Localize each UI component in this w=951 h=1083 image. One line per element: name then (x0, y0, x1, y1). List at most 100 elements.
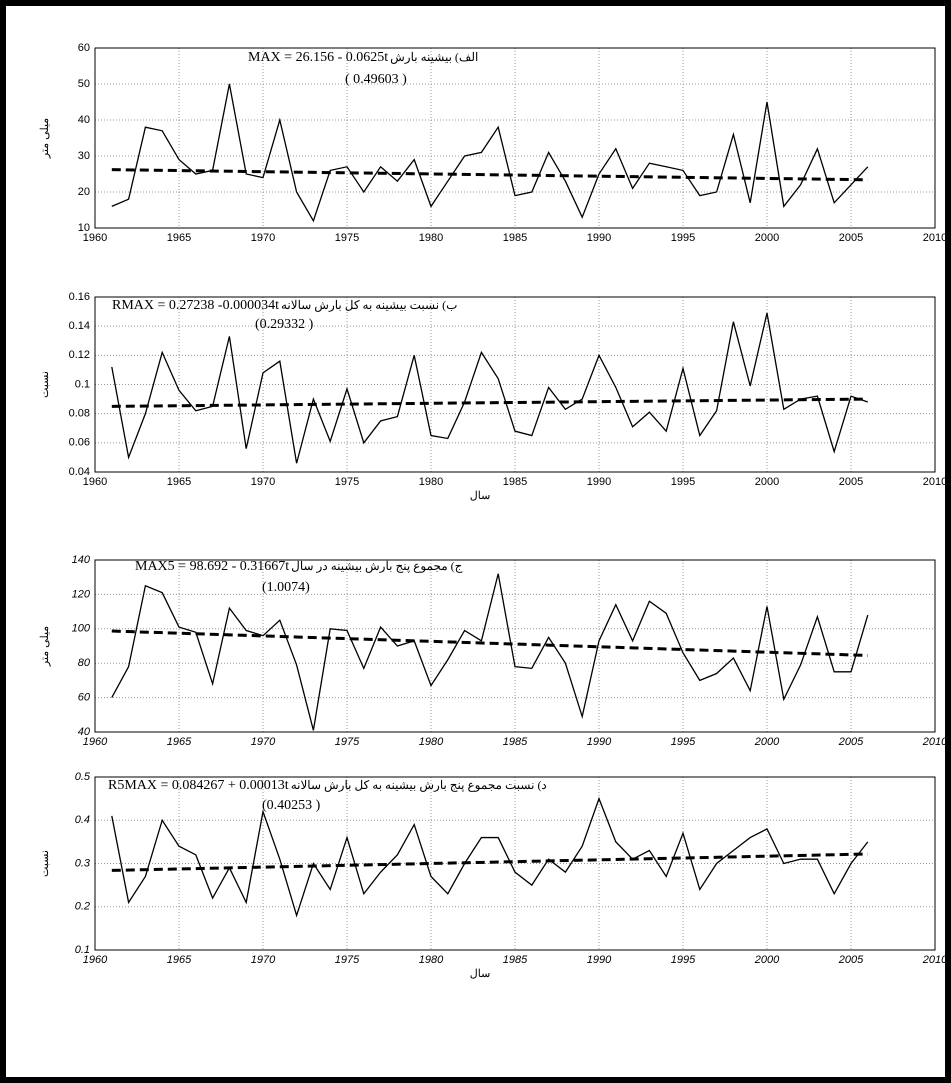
trend-line (111, 852, 868, 872)
y-tick-label: 0.1 (75, 378, 90, 390)
y-tick-label: 0.08 (69, 408, 90, 420)
x-tick-label: 2005 (838, 736, 864, 748)
x-tick-label: 1975 (335, 232, 359, 244)
x-tick-label: 1970 (251, 232, 275, 244)
y-tick-label: 40 (78, 726, 91, 738)
y-tick-label: 0.16 (69, 291, 90, 303)
y-tick-label: 0.14 (69, 320, 90, 332)
panel-caption: ب) نسبت بیشینه به کل بارش سالانه (281, 298, 457, 312)
r-value: (1.0074) (262, 580, 310, 595)
x-tick-label: 1970 (251, 954, 276, 966)
r-value: ( 0.49603 ) (345, 72, 407, 87)
x-tick-label: 1990 (587, 736, 612, 748)
x-tick-label: 1970 (251, 476, 275, 488)
data-line (111, 573, 869, 731)
x-tick-label: 2000 (754, 736, 780, 748)
y-axis-title: میلی متر (39, 626, 51, 667)
x-tick-label: 2005 (839, 476, 863, 488)
x-axis-title: سال (470, 490, 491, 502)
y-tick-label: 0.3 (75, 857, 91, 869)
x-tick-label: 1960 (83, 954, 108, 966)
panel-caption: ج) مجموع پنج بارش بیشینه در سال (291, 559, 463, 573)
y-tick-label: 60 (78, 42, 90, 54)
y-tick-label: 140 (72, 554, 91, 566)
x-tick-label: 1990 (587, 232, 611, 244)
y-tick-label: 40 (78, 114, 90, 126)
y-tick-label: 0.04 (69, 466, 90, 478)
x-tick-label: 1985 (503, 232, 527, 244)
y-tick-label: 120 (72, 588, 91, 600)
y-tick-label: 20 (78, 186, 90, 198)
x-tick-label: 1975 (335, 476, 359, 488)
y-axis-title: نسبت (39, 850, 51, 877)
x-tick-label: 1995 (671, 954, 696, 966)
x-tick-label: 2000 (754, 954, 780, 966)
trend-line (111, 629, 868, 657)
panel-caption: د) نسبت مجموع پنج بارش بیشینه به کل بارش… (291, 778, 547, 792)
data-line (111, 83, 869, 223)
x-tick-label: 1975 (335, 736, 360, 748)
x-axis-title: سال (470, 968, 491, 980)
data-line (111, 312, 869, 464)
y-tick-label: 80 (78, 657, 91, 669)
x-tick-label: 2010 (923, 232, 947, 244)
x-tick-label: 1970 (251, 736, 276, 748)
y-tick-label: 10 (78, 222, 90, 234)
x-tick-label: 1995 (671, 736, 696, 748)
x-tick-label: 1995 (671, 232, 695, 244)
plot-frame (94, 776, 936, 951)
x-tick-label: 1980 (419, 476, 443, 488)
y-tick-label: 50 (78, 78, 90, 90)
trend-line (111, 168, 868, 182)
y-tick-label: 0.2 (75, 901, 90, 913)
x-tick-label: 1985 (503, 476, 527, 488)
plot-frame (94, 559, 936, 733)
y-tick-label: 0.5 (75, 771, 91, 783)
y-axis-title: میلی متر (39, 118, 51, 159)
data-line (111, 796, 869, 918)
y-axis-title: نسبت (39, 371, 51, 398)
x-tick-label: 1980 (419, 736, 444, 748)
y-tick-label: 100 (72, 623, 91, 635)
x-tick-label: 1990 (587, 954, 612, 966)
panel-caption: الف) بیشینه بارش (390, 50, 478, 64)
x-tick-label: 2000 (755, 476, 779, 488)
x-tick-label: 1960 (83, 736, 108, 748)
y-tick-label: 30 (78, 150, 90, 162)
trend-line (111, 397, 868, 408)
r-value: (0.40253 ) (262, 798, 321, 813)
r-value: (0.29332 ) (255, 317, 314, 332)
x-tick-label: 1960 (83, 232, 107, 244)
x-tick-label: 1960 (83, 476, 107, 488)
x-tick-label: 1990 (587, 476, 611, 488)
x-tick-label: 1975 (335, 954, 360, 966)
plot-frame (94, 296, 936, 473)
x-tick-label: 1965 (167, 954, 192, 966)
equation: MAX = 26.156 - 0.0625t (248, 50, 388, 65)
y-tick-label: 0.12 (69, 349, 90, 361)
plot-frame (94, 47, 936, 229)
x-tick-label: 1980 (419, 954, 444, 966)
equation: R5MAX = 0.084267 + 0.00013t (108, 778, 289, 793)
x-tick-label: 1985 (503, 954, 528, 966)
x-tick-label: 2010 (922, 954, 948, 966)
y-tick-label: 60 (78, 692, 91, 704)
x-tick-label: 2005 (838, 954, 864, 966)
x-tick-label: 1965 (167, 476, 191, 488)
x-tick-label: 2010 (922, 736, 948, 748)
equation: RMAX = 0.27238 -0.000034t (112, 298, 279, 313)
x-tick-label: 2000 (755, 232, 779, 244)
x-tick-label: 1965 (167, 232, 191, 244)
x-tick-label: 2005 (839, 232, 863, 244)
x-tick-label: 1980 (419, 232, 443, 244)
y-tick-label: 0.1 (75, 944, 90, 956)
x-tick-label: 1995 (671, 476, 695, 488)
x-tick-label: 1985 (503, 736, 528, 748)
y-tick-label: 0.4 (75, 814, 90, 826)
x-tick-label: 1965 (167, 736, 192, 748)
equation: MAX5 = 98.692 - 0.31667t (135, 559, 289, 574)
y-tick-label: 0.06 (69, 437, 90, 449)
x-tick-label: 2010 (923, 476, 947, 488)
